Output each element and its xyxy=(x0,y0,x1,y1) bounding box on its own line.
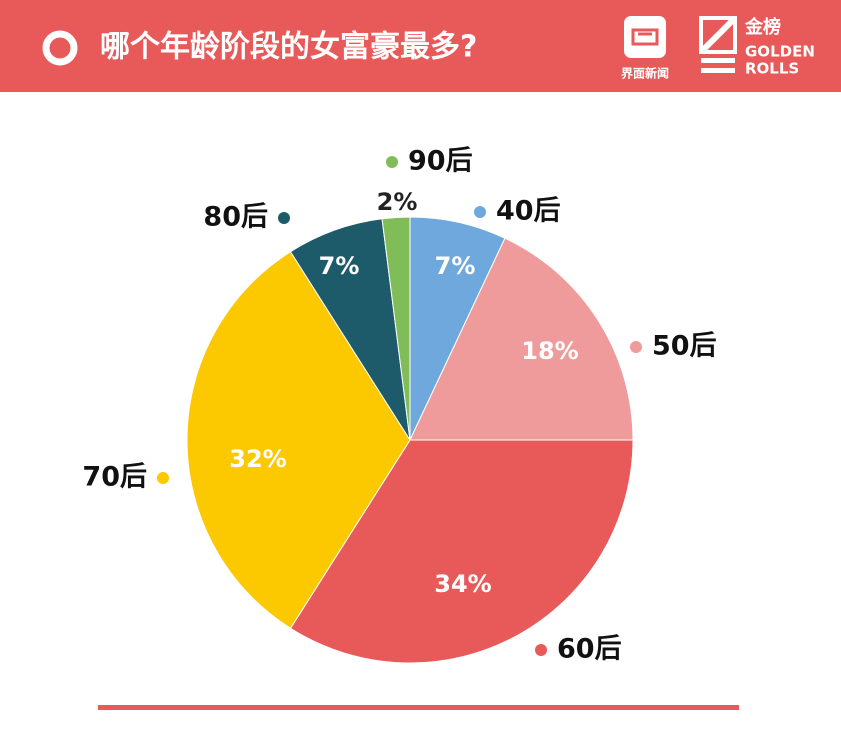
legend-marker xyxy=(278,212,290,224)
data-label: 2% xyxy=(377,188,418,216)
data-label: 18% xyxy=(521,337,578,365)
legend-label: 60后 xyxy=(557,634,622,665)
logo-glyph xyxy=(631,28,659,46)
legend-marker xyxy=(474,206,486,218)
logo-icon xyxy=(624,16,666,58)
logo-text: 界面新闻 xyxy=(621,66,669,81)
legend-label: 90后 xyxy=(408,146,473,177)
logo-text: GOLDEN xyxy=(745,43,815,61)
logo-text: ROLLS xyxy=(745,60,799,78)
legend-label: 50后 xyxy=(652,331,717,362)
legend-label: 70后 xyxy=(82,462,147,493)
logo-bar xyxy=(701,68,735,73)
data-label: 34% xyxy=(434,570,491,598)
pie-slice xyxy=(186,251,411,629)
pie xyxy=(186,216,634,664)
legend-marker xyxy=(157,472,169,484)
data-label: 7% xyxy=(435,252,476,280)
logo-square xyxy=(699,16,737,54)
title-icon xyxy=(42,30,78,66)
pie-slice xyxy=(409,237,634,441)
legend-marker xyxy=(535,644,547,656)
chart-title: 哪个年龄阶段的女富豪最多? xyxy=(100,30,477,65)
legend-marker xyxy=(630,341,642,353)
footer-line xyxy=(98,705,739,710)
pie-slice xyxy=(381,216,411,441)
legend-label: 80后 xyxy=(203,202,268,233)
logo-bar xyxy=(701,58,735,63)
legend-label: 40后 xyxy=(496,196,561,227)
logo-slash xyxy=(700,17,736,53)
data-label: 7% xyxy=(319,252,360,280)
pie-slice xyxy=(289,439,634,664)
logo-text: 金榜 xyxy=(744,16,781,38)
legend-marker xyxy=(386,156,398,168)
data-label: 32% xyxy=(229,445,286,473)
